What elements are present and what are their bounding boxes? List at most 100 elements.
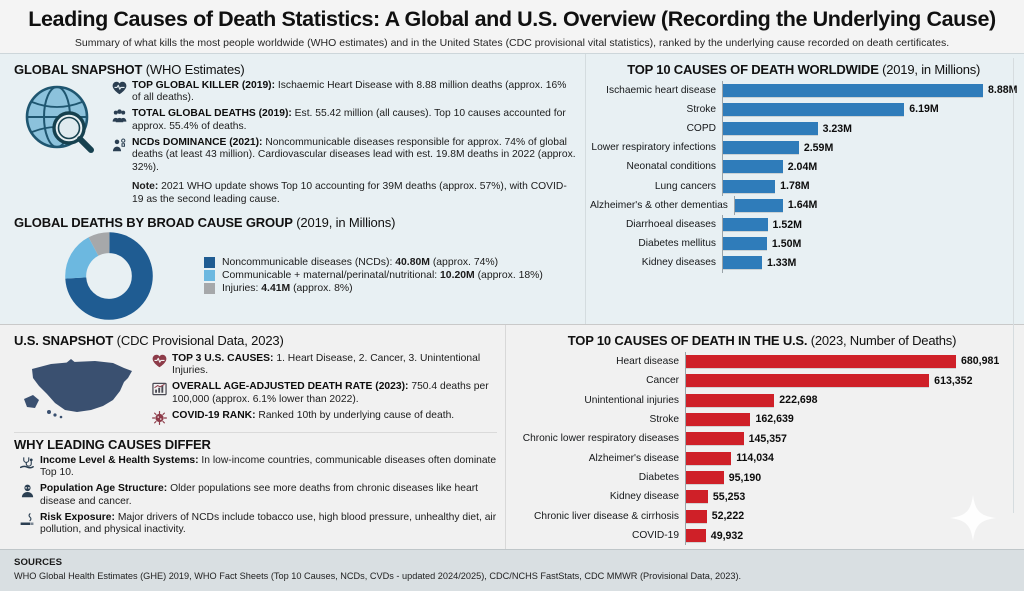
people-group-icon [106,108,132,123]
bar-category-label: Kidney disease [609,491,679,503]
donut-slice-communicable [65,231,153,320]
donut-slice-ncd [65,231,153,320]
bar-value-label: 6.19M [909,103,939,116]
list-item-label: Income Level & Health Systems: [40,454,199,466]
list-item: Income Level & Health Systems: In low-in… [14,455,497,481]
global-note: Note: 2021 WHO update shows Top 10 accou… [106,181,577,207]
worldwide-chart-panel: TOP 10 CAUSES OF DEATH WORLDWIDE (2019, … [585,53,1024,324]
bar-row: Neonatal conditions 2.04M [590,157,1017,177]
list-item-label: OVERALL AGE-ADJUSTED DEATH RATE (2023): [172,381,409,393]
donut-chart-svg [65,231,153,320]
global-snapshot-heading-light: (WHO Estimates) [142,61,245,77]
bar-row: Alzheimer's disease 114,034 [510,448,1014,468]
donut-chart [14,231,204,320]
worldwide-chart-title-bold: TOP 10 CAUSES OF DEATH WORLDWIDE [627,61,879,77]
bar-category-label: Lower respiratory infections [591,142,716,154]
bar-category-label: Diabetes [638,472,679,484]
bar-row: Lung cancers 1.78M [590,176,1017,196]
us-snapshot-heading-bold: U.S. SNAPSHOT [14,332,114,348]
list-item: TOTAL GLOBAL DEATHS (2019): Est. 55.42 m… [106,108,577,134]
bar-category-label: Ischaemic heart disease [606,84,716,96]
bar-row: Diabetes 95,190 [510,467,1014,488]
bar-value-label: 1.64M [787,199,818,212]
bar-row: Diarrhoeal diseases 1.52M [590,214,1017,235]
list-item: Population Age Structure: Older populati… [14,483,497,509]
bar-value-label: 3.23M [822,122,853,135]
heart-pulse-icon [146,353,172,368]
list-item-label: NCDs DOMINANCE (2021): [132,136,263,148]
bar-row: Alzheimer's & other dementias 1.64M [590,195,1018,215]
stethoscope-hand-icon [14,455,40,470]
bar-value-label: 2.59M [803,141,834,154]
legend-label: Communicable + maternal/perinatal/nutrit… [222,270,438,282]
bar [723,237,767,251]
bar-track: 8.88M [722,80,1017,100]
legend-item: Injuries: 4.41M (approx. 8%) [204,283,577,295]
donut-heading-light: (2019, in Millions) [292,214,396,230]
virus-icon [146,410,172,425]
bar-category-label: Chronic liver disease & cirrhosis [534,510,679,522]
legend-value: 4.41M [261,283,291,295]
donut-section-heading: GLOBAL DEATHS BY BROAD CAUSE GROUP (2019… [14,215,577,230]
bar-track: 3.23M [722,119,1017,139]
bar-row: Kidney disease 55,253 [510,487,1014,507]
bar-row: Stroke 162,639 [510,409,1014,430]
us-left-column: U.S. SNAPSHOT (CDC Provisional Data, 202… [0,325,505,550]
vertical-rule [1013,58,1014,513]
us-chart-title: TOP 10 CAUSES OF DEATH IN THE U.S. (2023… [510,333,1014,348]
bar-category-label: Neonatal conditions [626,161,716,173]
bar [723,160,783,174]
donut-legend: Noncommunicable diseases (NCDs): 40.80M … [204,255,577,296]
list-item-text: Ranked 10th by underlying cause of death… [255,409,455,421]
list-item-label: TOTAL GLOBAL DEATHS (2019): [132,108,292,120]
bar-row: Kidney diseases 1.33M [590,253,1017,273]
us-snapshot-heading: U.S. SNAPSHOT (CDC Provisional Data, 202… [14,333,497,348]
bar [723,256,762,270]
bar-value-label: 1.52M [772,218,802,231]
global-snapshot-heading: GLOBAL SNAPSHOT (WHO Estimates) [14,62,577,77]
bar [686,471,724,485]
bar-row: Chronic liver disease & cirrhosis 52,222 [510,506,1014,527]
bar-track: 55,253 [685,487,1014,507]
bar-value-label: 52,222 [711,510,745,523]
legend-label: Noncommunicable diseases (NCDs): [222,257,393,269]
bar-track: 1.64M [733,195,1018,215]
list-item-text: In low-income countries, communicable di… [40,454,497,479]
bar-category-label: Kidney diseases [641,257,716,269]
list-item-label: TOP 3 U.S. CAUSES: [172,352,274,364]
bar [723,122,818,136]
list-item-label: COVID-19 RANK: [172,409,256,421]
bar-row: COPD 3.23M [590,119,1017,139]
us-chart-title-light: (2023, Number of Deaths) [807,332,957,348]
bar [686,490,708,504]
list-item: TOP GLOBAL KILLER (2019): Ischaemic Hear… [106,80,577,106]
bar-value-label: 1.50M [771,237,802,250]
legend-item: Communicable + maternal/perinatal/nutrit… [204,270,577,282]
donut-heading-bold: GLOBAL DEATHS BY BROAD CAUSE GROUP [14,214,293,230]
us-chart-panel: TOP 10 CAUSES OF DEATH IN THE U.S. (2023… [505,324,1024,550]
bar-track: 52,222 [685,506,1014,527]
bar-track: 1.78M [722,176,1017,196]
usa-map-icon [14,350,146,425]
bar-row: Ischaemic heart disease 8.88M [590,80,1017,100]
bar-category-label: Alzheimer's & other dementias [590,199,728,211]
list-item-label: Risk Exposure: [40,511,115,523]
legend-item: Noncommunicable diseases (NCDs): 40.80M … [204,257,577,269]
bar-category-label: Stroke [649,413,679,425]
bar-row: Diabetes mellitus 1.50M [590,234,1017,254]
bar-row: COVID-19 49,932 [510,526,1014,546]
bar-category-label: COPD [686,123,716,135]
bar-value-label: 145,357 [748,432,787,445]
bar-category-label: Alzheimer's disease [588,452,679,464]
legend-pct: (approx. 74%) [432,257,499,269]
bar [734,198,783,212]
us-bullet-list: TOP 3 U.S. CAUSES: 1. Heart Disease, 2. … [146,350,497,425]
us-bar-chart: Heart disease 680,981 Cancer 613,352 Uninten… [510,351,1014,546]
bar [686,451,732,465]
bar-category-label: Cancer [646,375,679,387]
bar-value-label: 114,034 [736,452,774,465]
bar-track: 1.52M [722,214,1017,235]
list-item-text: Noncommunicable diseases responsible for… [132,136,576,174]
bar-track: 613,352 [685,370,1014,391]
bar-track: 1.50M [722,234,1017,254]
